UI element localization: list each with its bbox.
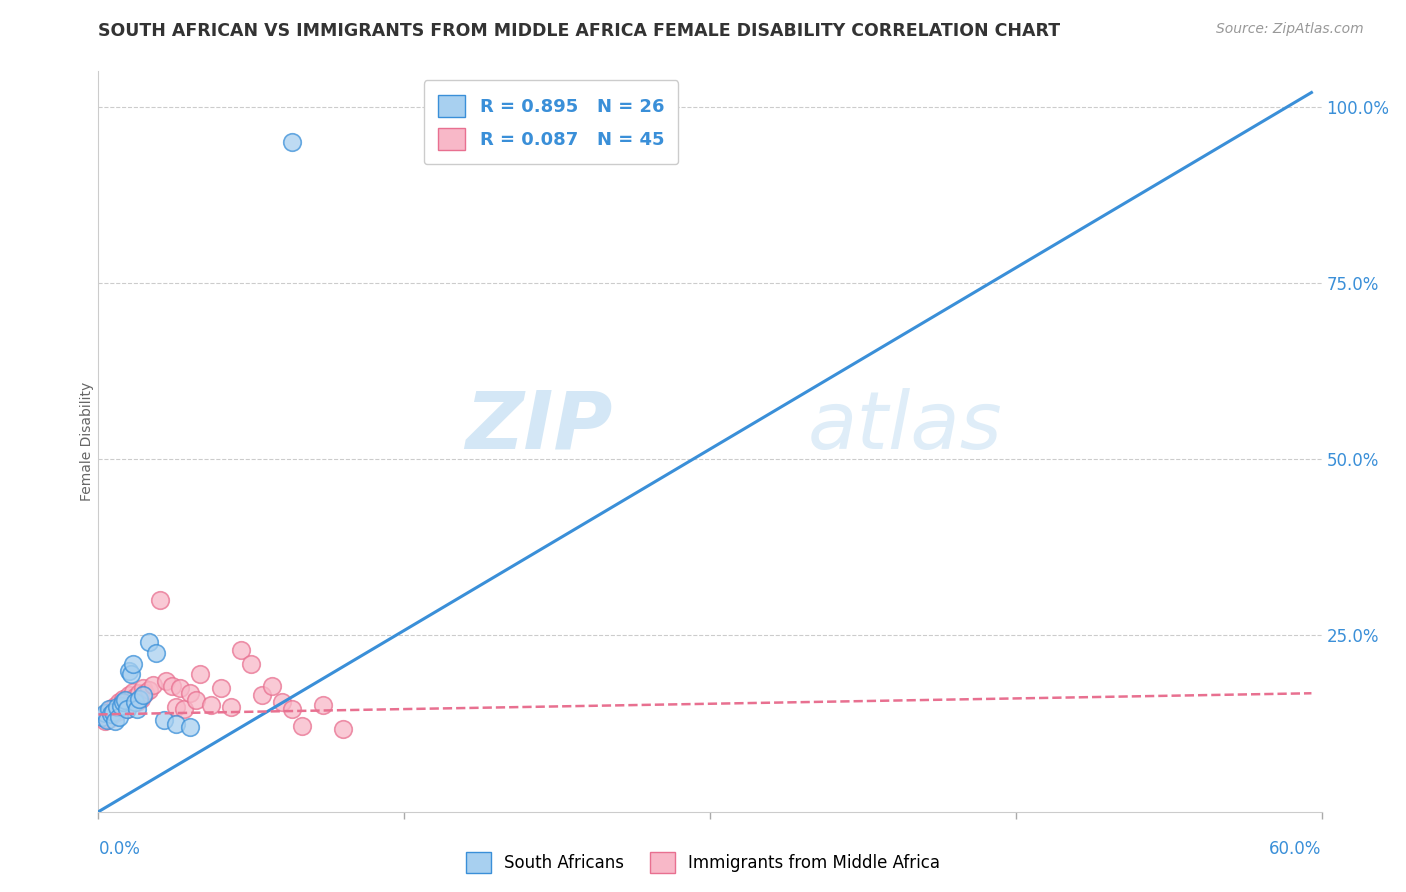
Point <box>240 657 263 671</box>
Point <box>127 702 149 716</box>
Point <box>111 695 134 709</box>
Point <box>145 646 167 660</box>
Point <box>281 135 304 149</box>
Point <box>134 686 156 700</box>
Point <box>332 722 354 736</box>
Point <box>100 707 122 722</box>
Point <box>124 690 146 705</box>
Point <box>169 681 191 696</box>
Point <box>122 685 145 699</box>
Point <box>312 698 335 712</box>
Legend: South Africans, Immigrants from Middle Africa: South Africans, Immigrants from Middle A… <box>460 846 946 880</box>
Point <box>93 714 115 729</box>
Point <box>97 702 120 716</box>
Point <box>114 693 136 707</box>
Point <box>200 698 222 712</box>
Text: 0.0%: 0.0% <box>98 840 141 858</box>
Point <box>250 689 273 703</box>
Point <box>186 693 208 707</box>
Text: SOUTH AFRICAN VS IMMIGRANTS FROM MIDDLE AFRICA FEMALE DISABILITY CORRELATION CHA: SOUTH AFRICAN VS IMMIGRANTS FROM MIDDLE … <box>98 22 1060 40</box>
Point <box>105 700 128 714</box>
Point <box>104 714 127 729</box>
Point <box>97 712 120 726</box>
Point <box>114 697 136 711</box>
Text: 60.0%: 60.0% <box>1270 840 1322 858</box>
Point <box>138 635 160 649</box>
Point <box>142 678 165 692</box>
Point <box>120 667 142 681</box>
Point <box>165 716 187 731</box>
Point <box>91 709 114 723</box>
Point <box>160 679 183 693</box>
Point <box>152 713 174 727</box>
Point <box>101 705 124 719</box>
Text: ZIP: ZIP <box>465 388 612 466</box>
Point <box>209 681 232 696</box>
Point <box>231 642 253 657</box>
Point <box>105 705 128 719</box>
Point <box>165 700 187 714</box>
Point <box>188 667 212 681</box>
Point <box>281 702 304 716</box>
Point <box>128 692 150 706</box>
Point <box>124 695 146 709</box>
Point <box>149 593 172 607</box>
Point <box>128 686 150 700</box>
Point <box>219 700 242 714</box>
Point <box>120 693 142 707</box>
Point <box>122 657 145 671</box>
Point <box>96 706 118 720</box>
Point <box>110 700 132 714</box>
Point <box>108 695 131 709</box>
Point <box>127 695 149 709</box>
Point <box>155 674 177 689</box>
Point <box>104 698 127 713</box>
Point <box>260 679 283 693</box>
Text: atlas: atlas <box>808 388 1002 466</box>
Point <box>291 719 314 733</box>
Point <box>270 695 294 709</box>
Point <box>93 706 115 720</box>
Point <box>108 709 131 723</box>
Text: Source: ZipAtlas.com: Source: ZipAtlas.com <box>1216 22 1364 37</box>
Point <box>179 686 201 700</box>
Point <box>129 692 152 706</box>
Point <box>111 692 134 706</box>
Point <box>100 702 122 716</box>
Point <box>173 702 195 716</box>
Point <box>179 720 201 734</box>
Point <box>115 702 138 716</box>
Point <box>91 709 114 723</box>
Point <box>101 707 124 722</box>
Point <box>118 689 141 703</box>
Y-axis label: Female Disability: Female Disability <box>80 382 94 501</box>
Point <box>115 702 138 716</box>
Legend: R = 0.895   N = 26, R = 0.087   N = 45: R = 0.895 N = 26, R = 0.087 N = 45 <box>423 80 679 164</box>
Point <box>132 681 155 696</box>
Point <box>138 683 160 698</box>
Point <box>118 664 141 678</box>
Point <box>110 698 132 713</box>
Point <box>132 689 155 703</box>
Point <box>96 713 118 727</box>
